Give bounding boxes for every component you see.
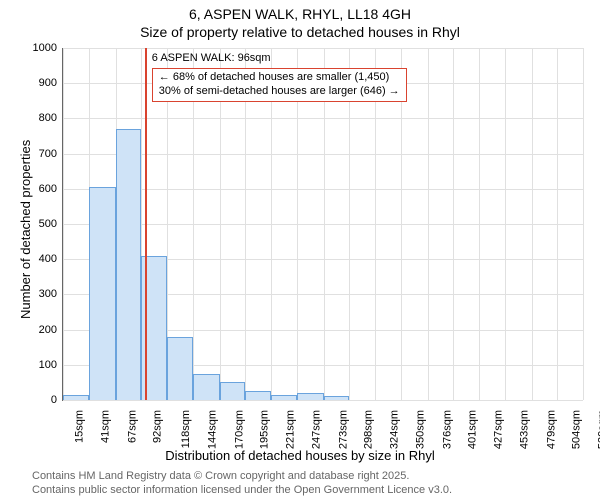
gridline-v [557,48,558,400]
histogram-bar [220,382,245,400]
y-tick-label: 200 [39,324,57,336]
x-tick-label: 376sqm [441,410,453,449]
x-tick-label: 504sqm [570,410,582,449]
x-tick-label: 144sqm [207,410,219,449]
y-tick-label: 300 [39,288,57,300]
x-tick-label: 350sqm [415,410,427,449]
y-tick-label: 500 [39,218,57,230]
histogram-bar [297,393,323,400]
x-tick-label: 324sqm [389,410,401,449]
x-tick-label: 479sqm [545,410,557,449]
y-tick-label: 700 [39,148,57,160]
x-tick-label: 67sqm [126,410,138,443]
y-tick-label: 400 [39,253,57,265]
y-axis-label: Number of detached properties [18,140,33,319]
x-tick-label: 221sqm [285,410,297,449]
annotation-box: ← 68% of detached houses are smaller (1,… [152,68,407,102]
histogram-bar [89,187,115,400]
histogram-bar [245,391,271,400]
gridline-h [63,400,583,401]
x-axis-label: Distribution of detached houses by size … [0,448,600,463]
gridline-v [453,48,454,400]
chart-title-line2: Size of property relative to detached ho… [0,24,600,40]
x-tick-label: 41sqm [100,410,112,443]
y-tick-label: 600 [39,183,57,195]
x-tick-label: 92sqm [151,410,163,443]
y-tick-label: 1000 [33,42,57,54]
chart-container: 6, ASPEN WALK, RHYL, LL18 4GH Size of pr… [0,0,600,500]
x-tick-label: 273sqm [337,410,349,449]
histogram-bar [63,395,89,400]
footer-line2: Contains public sector information licen… [32,484,452,496]
x-tick-label: 298sqm [362,410,374,449]
annotation-heading: 6 ASPEN WALK: 96sqm [152,52,271,64]
histogram-bar [116,129,141,400]
x-tick-label: 247sqm [311,410,323,449]
marker-line [145,48,147,400]
x-tick-label: 401sqm [466,410,478,449]
histogram-bar [167,337,193,400]
footer-line1: Contains HM Land Registry data © Crown c… [32,470,409,482]
histogram-bar [271,395,297,400]
x-tick-label: 118sqm [180,410,192,448]
y-tick-label: 0 [51,394,57,406]
y-tick-label: 100 [39,359,57,371]
y-tick-label: 800 [39,112,57,124]
gridline-v [479,48,480,400]
x-tick-label: 15sqm [74,410,86,443]
annotation-line1: ← 68% of detached houses are smaller (1,… [159,71,400,85]
x-tick-label: 530sqm [597,410,600,449]
x-tick-label: 453sqm [519,410,531,449]
gridline-v [63,48,64,400]
gridline-v [532,48,533,400]
y-tick-label: 900 [39,77,57,89]
chart-title-line1: 6, ASPEN WALK, RHYL, LL18 4GH [0,6,600,22]
x-tick-label: 170sqm [233,410,245,449]
gridline-v [428,48,429,400]
x-tick-label: 427sqm [493,410,505,449]
x-tick-label: 195sqm [258,410,270,449]
histogram-bar [193,374,219,400]
histogram-bar [324,396,349,400]
gridline-v [505,48,506,400]
gridline-v [583,48,584,400]
annotation-line2: 30% of semi-detached houses are larger (… [159,85,400,99]
